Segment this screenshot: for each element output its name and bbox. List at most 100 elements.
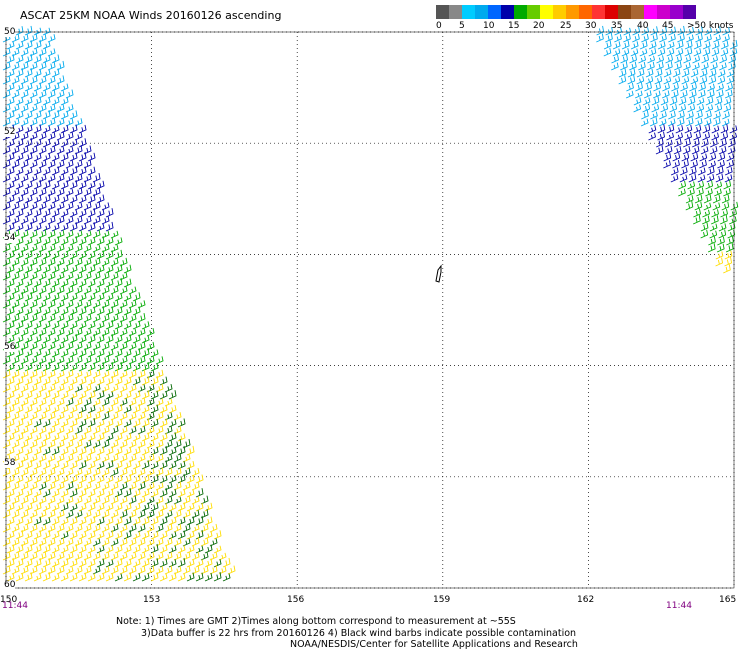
wind-barb — [110, 510, 119, 519]
wind-barb — [65, 566, 74, 575]
wind-barb — [716, 83, 724, 92]
wind-barb — [708, 75, 717, 85]
wind-barb — [11, 551, 20, 561]
wind-barb — [29, 257, 38, 267]
wind-barb — [33, 223, 42, 232]
wind-barb — [119, 453, 128, 463]
colorbar-labels: 0 5 10 15 20 25 30 35 40 45 >50 knots — [430, 21, 740, 33]
wind-barb — [42, 69, 51, 78]
map-title: ASCAT 25KM NOAA Winds 20160126 ascending — [20, 9, 282, 22]
wind-barb — [114, 237, 123, 246]
wind-barb — [681, 152, 690, 162]
wind-barb — [141, 321, 150, 330]
wind-barb — [627, 68, 636, 78]
wind-barb — [87, 333, 96, 344]
wind-barb — [42, 474, 51, 484]
wind-barb — [38, 327, 47, 337]
wind-barb — [719, 54, 728, 64]
wind-barb — [724, 89, 733, 99]
wind-barb — [687, 187, 695, 197]
wind-barb — [141, 502, 150, 512]
wind-barb — [708, 153, 717, 162]
wind-barb — [164, 383, 173, 393]
wind-barb — [177, 445, 186, 456]
wind-barb — [164, 467, 173, 477]
wind-barb — [92, 440, 101, 449]
wind-barb — [56, 398, 65, 407]
wind-barb — [697, 89, 706, 99]
wind-barb — [83, 243, 92, 253]
wind-barb — [146, 551, 155, 561]
wind-barb — [626, 82, 634, 92]
wind-barb — [11, 495, 20, 505]
wind-barb — [110, 384, 119, 393]
wind-barb — [693, 124, 702, 134]
wind-barb — [150, 558, 159, 568]
wind-barb — [656, 61, 664, 71]
wind-barb — [78, 404, 87, 414]
wind-barb — [33, 307, 42, 316]
wind-barb — [87, 530, 96, 540]
wind-barb — [164, 482, 173, 491]
wind-barb — [146, 468, 155, 477]
wind-barb — [20, 60, 29, 71]
wind-barb — [110, 342, 119, 351]
wind-barb — [713, 111, 721, 120]
wind-barb — [119, 370, 128, 379]
wind-barb — [11, 174, 20, 183]
wind-barb — [69, 180, 78, 190]
wind-barb — [78, 151, 87, 162]
wind-barb — [56, 258, 65, 267]
lat-label-58: 58 — [4, 458, 16, 468]
wind-barb — [29, 174, 38, 183]
wind-barb — [2, 216, 11, 225]
wind-barb — [105, 361, 114, 372]
wind-barb — [96, 348, 105, 358]
wind-barb — [717, 75, 726, 85]
wind-barb — [684, 39, 693, 50]
wind-barb — [697, 174, 706, 183]
wind-barb — [96, 377, 105, 386]
wind-barb — [186, 460, 195, 470]
colorbar-label: 30 — [585, 21, 597, 31]
wind-barb — [29, 369, 38, 379]
wind-barb — [38, 117, 47, 127]
wind-barb — [132, 348, 141, 358]
wind-barb — [629, 54, 638, 64]
wind-barb — [38, 550, 47, 561]
wind-barb — [101, 566, 110, 575]
wind-barb — [29, 439, 38, 449]
wind-barb — [47, 229, 56, 239]
wind-barb — [74, 118, 83, 127]
wind-barb — [60, 124, 69, 134]
wind-barb — [213, 545, 222, 554]
wind-barb — [15, 153, 24, 162]
wind-barb — [128, 286, 137, 295]
wind-barb — [621, 48, 630, 57]
wind-barb — [78, 348, 87, 358]
wind-barb — [60, 404, 69, 414]
wind-barb — [164, 537, 173, 547]
wind-barb — [114, 361, 123, 372]
wind-barb — [96, 390, 105, 400]
wind-barb — [51, 109, 60, 120]
wind-barb — [2, 146, 11, 155]
wind-barb — [56, 496, 65, 505]
wind-barb — [78, 138, 87, 148]
wind-barb — [56, 90, 65, 99]
wind-barb — [20, 76, 29, 85]
wind-barb — [702, 123, 711, 134]
wind-barb — [725, 83, 733, 92]
wind-barb — [729, 48, 738, 57]
wind-barb — [114, 306, 123, 316]
wind-barb — [38, 398, 47, 407]
wind-barb — [78, 195, 87, 204]
wind-barb — [96, 474, 105, 484]
wind-barb — [2, 538, 11, 547]
wind-barb — [105, 250, 114, 260]
wind-barb — [29, 299, 38, 309]
wind-barb — [15, 404, 24, 414]
wind-barb — [105, 208, 114, 218]
wind-barb — [635, 82, 643, 92]
